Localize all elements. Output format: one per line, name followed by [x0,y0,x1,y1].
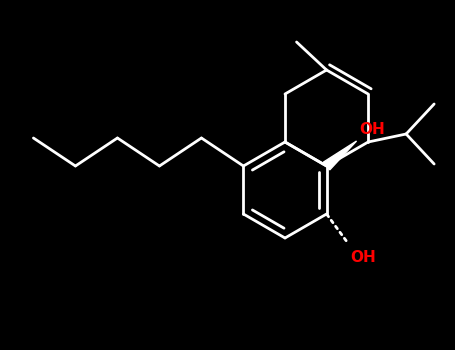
Text: OH: OH [359,122,385,137]
Text: OH: OH [350,250,376,265]
Polygon shape [324,141,357,170]
